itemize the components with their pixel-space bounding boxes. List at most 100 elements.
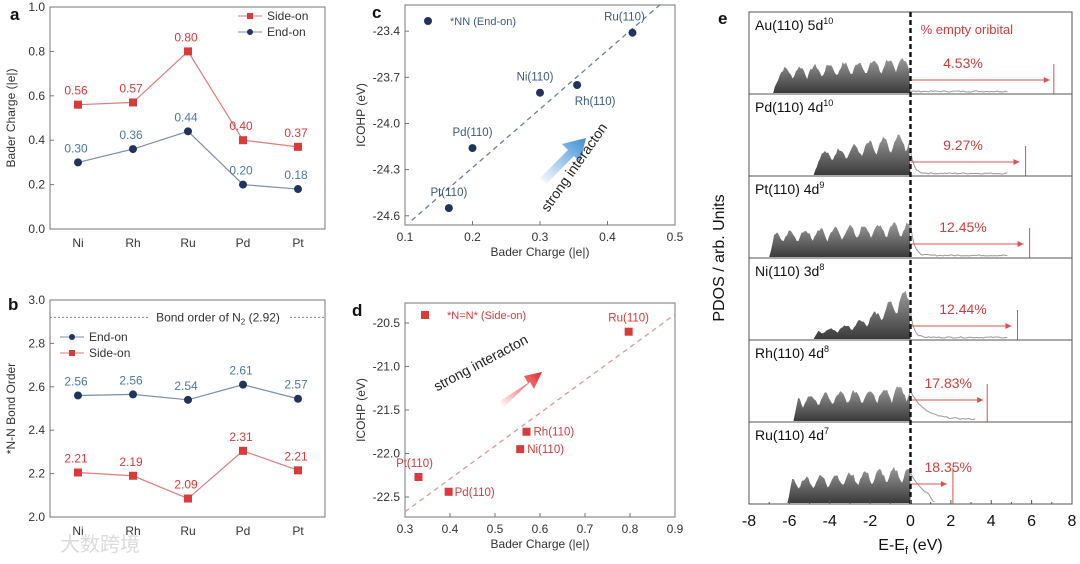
y-tick-label: 2.4: [28, 423, 45, 437]
annotation: strong interacton: [537, 120, 610, 215]
arrow-head-icon: [1013, 159, 1020, 165]
subpanel-label: Pt(110) 4d9: [755, 180, 824, 197]
legend-marker: [69, 334, 75, 340]
pdos-empty-line: [910, 150, 1008, 175]
panel-d: d 0.3 0.4 0.5 0.6 0.7 0.8 0.9 -20.5 -21.0 -21.5 -22…: [352, 301, 684, 551]
x-tick-label: Pt: [292, 236, 304, 250]
pdos-occupied-area: [787, 386, 911, 421]
subpanel-label: Rh(110) 4d8: [755, 344, 829, 361]
panel-a: a 0.0 0.2 0.4 0.6 0.8 1.0 Ni Rh Ru Pd Pt 0.56 0.57 0.8…: [10, 0, 326, 250]
y-tick-label: 2.6: [28, 380, 45, 394]
plot-frame: [404, 302, 676, 518]
pdos-empty-line: [910, 311, 1008, 339]
pdos-occupied-area: [763, 222, 911, 257]
data-point: [74, 468, 82, 477]
y-tick-label: 2.2: [28, 467, 45, 481]
data-point: [74, 100, 82, 109]
arrow-head-icon: [1043, 77, 1050, 83]
point-label: Ru(110): [608, 313, 649, 325]
arrow-head-icon: [1005, 323, 1012, 329]
empty-percent-label: 17.83%: [925, 375, 972, 391]
data-point: [573, 81, 582, 89]
x-axis-label: Bader Charge (|e|): [491, 245, 590, 259]
data-point: [239, 380, 247, 389]
empty-percent-label: 9.27%: [943, 137, 983, 153]
subpanel-label: Au(110) 5d10: [755, 16, 833, 33]
subpanel-label-text: Au(110) 5d: [755, 17, 823, 33]
empty-percent-label: 4.53%: [943, 55, 983, 71]
legend-marker: [247, 13, 253, 19]
subpanel-label-text: Rh(110) 4d: [755, 345, 824, 361]
subpanel-label-sup: 7: [824, 426, 829, 436]
data-point: [294, 394, 302, 403]
subpanel-label-sup: 10: [823, 16, 833, 26]
legend-marker: [247, 29, 253, 35]
data-label: 2.09: [174, 478, 198, 492]
subpanel-label-sup: 9: [819, 180, 824, 190]
data-point: [414, 472, 423, 481]
x-tick-label: Ni: [72, 524, 83, 538]
data-point: [184, 127, 192, 136]
header-annotation: % empty oribital: [921, 22, 1014, 37]
arrow-head-icon: [940, 481, 947, 487]
data-label: 2.31: [229, 430, 253, 444]
panel-c: c 0.1 0.2 0.3 0.4 0.5 -23.4 -23.7 -24.0 -24.3 -24.…: [372, 2, 684, 259]
pdos-occupied-area: [767, 58, 911, 93]
x-tick-label: Pt: [292, 524, 304, 538]
arrow-head-icon: [977, 397, 984, 403]
x-axis-label-suffix: (eV): [908, 537, 943, 554]
data-point: [129, 471, 137, 480]
empty-percent-label: 18.35%: [925, 459, 972, 475]
x-axis-label-text: E-E: [878, 537, 905, 554]
data-point: [239, 180, 247, 189]
x-tick-label: 6: [1027, 513, 1036, 530]
data-label: 0.20: [229, 164, 253, 178]
y-tick-label: 0.8: [28, 44, 45, 58]
subpanel-label: Pd(110) 4d10: [755, 98, 833, 115]
y-tick-label: -23.4: [373, 24, 401, 38]
data-point: [516, 445, 525, 454]
pdos-occupied-area: [807, 134, 911, 175]
pdos-subpanel: Rh(110) 4d8 17.83%: [748, 339, 1073, 423]
y-tick-label: 2.8: [28, 336, 45, 350]
data-point: [444, 204, 453, 213]
panel-label: c: [372, 3, 381, 22]
subpanel-label: Ni(110) 3d8: [755, 262, 824, 279]
y-axis-label: ICOHP (eV): [354, 83, 368, 147]
arrow-icon: [540, 138, 586, 184]
y-tick-label: -21.0: [373, 360, 401, 374]
trend-line: [404, 313, 676, 513]
watermark: 大数跨境: [60, 533, 140, 556]
x-tick-label: -4: [823, 513, 837, 530]
y-axis-label: *N-N Bond Order: [4, 363, 18, 454]
x-tick-label: 4: [987, 513, 996, 530]
legend-marker: [424, 17, 432, 25]
pdos-empty-line: [910, 390, 976, 421]
plot-frame: [49, 299, 326, 518]
pdos-subpanel: Pt(110) 4d9 12.45%: [748, 175, 1073, 259]
y-tick-label: -24.0: [373, 116, 401, 130]
point-label: Pd(110): [455, 487, 495, 499]
point-label: Pt(110): [430, 187, 467, 199]
reference-label: Bond order of N2 (2.92): [156, 310, 280, 326]
panel-label: b: [8, 295, 18, 314]
x-tick-label: 8: [1068, 513, 1077, 530]
x-tick-label: Pd: [236, 524, 251, 538]
trend-line: [411, 2, 662, 221]
empty-percent-label: 12.44%: [939, 301, 986, 317]
data-label: 2.21: [64, 452, 88, 466]
data-label: 2.56: [119, 373, 143, 387]
data-point: [468, 144, 477, 153]
y-tick-label: 2.0: [28, 510, 45, 524]
x-tick-label: Ru: [180, 236, 195, 250]
y-axis-label: Bader Charge (|e|): [4, 69, 18, 168]
legend-marker: [421, 311, 429, 319]
data-point: [624, 327, 633, 336]
data-label: 0.18: [284, 168, 308, 182]
data-point: [294, 142, 302, 151]
data-point: [129, 145, 137, 154]
data-point: [184, 494, 192, 503]
y-axis-label: PDOS / arb. Units: [711, 194, 728, 321]
point-label: Pd(110): [452, 127, 492, 139]
